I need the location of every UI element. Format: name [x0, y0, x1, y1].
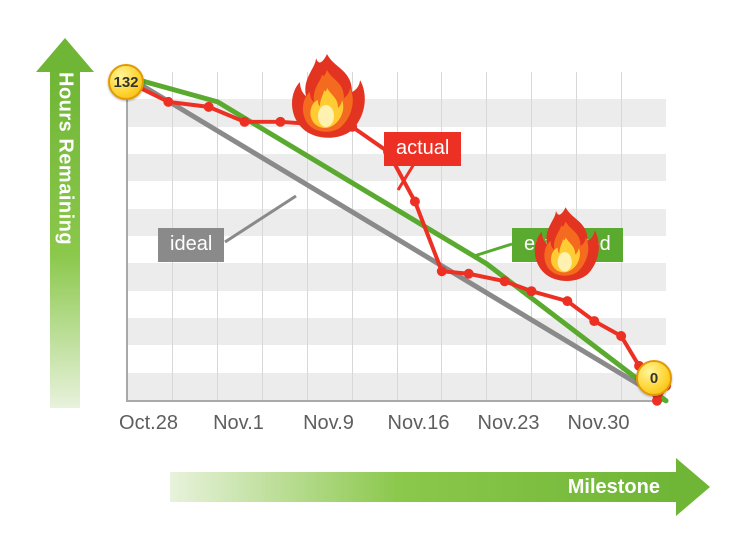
x-tick-label: Nov.30	[568, 412, 630, 435]
series-label-ideal-text: ideal	[170, 233, 212, 255]
burndown-chart: Hours Remaining Oct.28 Nov.1 Nov.9 Nov.16 No…	[0, 0, 736, 552]
x-axis-label: Milestone	[568, 472, 660, 502]
x-tick-label: Nov.23	[478, 412, 540, 435]
y-axis-arrow: Hours Remaining	[46, 38, 84, 408]
y-axis-label-text: Hours Remaining	[54, 72, 77, 245]
end-badge-value: 0	[650, 370, 658, 387]
fire-icon	[526, 202, 605, 290]
x-axis-label-text: Milestone	[568, 476, 660, 499]
series-label-actual-text: actual	[396, 137, 449, 159]
start-badge-value: 132	[113, 74, 138, 91]
series-label-ideal: ideal	[158, 228, 224, 262]
x-tick-label: Nov.16	[388, 412, 450, 435]
x-arrow-head	[676, 458, 710, 516]
x-axis-arrow: Milestone	[170, 468, 710, 506]
x-tick-label: Nov.9	[303, 412, 354, 435]
series-label-actual: actual	[384, 132, 461, 166]
fire-icon	[282, 48, 372, 148]
fire-icon	[526, 202, 605, 294]
x-tick-label: Oct.28	[119, 412, 178, 435]
end-badge: 0	[636, 360, 672, 396]
start-badge: 132	[108, 64, 144, 100]
y-arrow-head	[36, 38, 94, 72]
x-tick-label: Nov.1	[213, 412, 264, 435]
fire-icon	[282, 48, 372, 153]
y-axis-label: Hours Remaining	[50, 72, 80, 322]
